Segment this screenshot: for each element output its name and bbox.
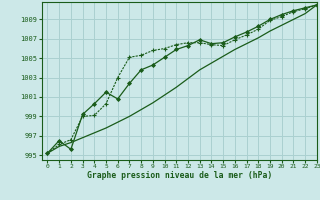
X-axis label: Graphe pression niveau de la mer (hPa): Graphe pression niveau de la mer (hPa): [87, 171, 272, 180]
